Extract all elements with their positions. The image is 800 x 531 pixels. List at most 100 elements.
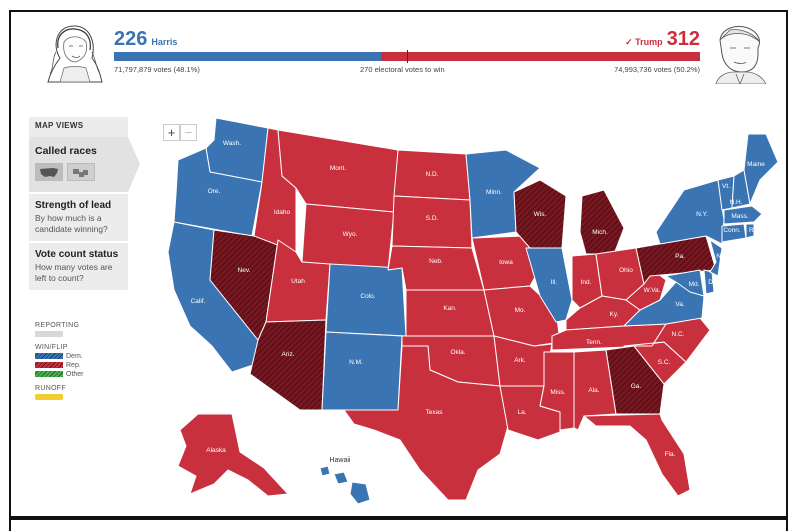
state-label-pa: Pa. [675,253,685,260]
reporting-swatch [35,331,63,338]
state-label-colo: Colo. [360,293,375,300]
state-label-texas: Texas [426,409,444,416]
map-legend: REPORTING WIN/FLIP Dem. Rep. Other RUNOF… [35,322,84,401]
vote-count-status-title: Vote count status [35,249,119,260]
state-label-ore: Ore. [208,188,221,195]
trump-summary: ✓ Trump 312 [625,28,700,51]
state-label-alaska: Alaska [206,447,226,454]
trump-name: ✓ Trump [625,37,663,47]
rep-swatch [35,362,63,369]
harris-portrait-icon [47,25,103,83]
vote-count-status-option[interactable]: Vote count status How many votes are lef… [29,243,128,290]
state-label-md: Md. [689,281,700,288]
state-label-ala: Ala. [588,387,599,394]
legend-rep-label: Rep. [66,362,81,369]
votes-to-win-label: 270 electoral votes to win [360,65,445,74]
state-label-wis: Wis. [534,211,547,218]
state-label-fla: Fla. [665,451,676,458]
trump-popular-votes: 74,993,736 votes (50.2%) [614,65,700,74]
state-label-ill: Ill. [551,279,558,286]
harris-name: Harris [151,37,178,47]
trump-electoral-votes: 312 [666,28,700,50]
state-label-la: La. [517,409,526,416]
zoom-in-button[interactable]: + [163,124,180,141]
other-swatch [35,371,63,378]
harris-electoral-votes: 226 [114,28,148,50]
strength-of-lead-option[interactable]: Strength of lead By how much is a candid… [29,194,128,241]
state-new-mexico[interactable] [321,331,403,411]
win-threshold-marker [407,50,408,63]
legend-runoff-title: RUNOFF [35,385,66,392]
state-florida[interactable] [583,413,691,497]
state-label-conn: Conn. [723,227,741,234]
state-texas[interactable] [343,345,509,501]
legend-other-label: Other [66,371,84,378]
state-virginia[interactable] [623,281,705,327]
dem-bar-segment [114,52,382,61]
state-kansas[interactable] [405,289,495,337]
zoom-controls: + − [163,124,197,141]
state-south-dakota[interactable] [391,195,473,249]
state-label-mass: Mass. [731,213,749,220]
state-new-jersey[interactable] [709,239,723,277]
harris-summary: 226 Harris [114,28,177,51]
state-label-ga: Ga. [631,383,642,390]
state-massachusetts[interactable] [723,205,763,225]
state-rhode-island[interactable] [745,223,755,239]
state-label-ny: N.Y. [696,211,708,218]
state-label-ri: R.I. [749,227,759,234]
called-races-option[interactable]: Called races [29,137,140,192]
state-label-mont: Mont. [330,165,346,172]
rep-bar-segment [381,52,700,61]
state-georgia[interactable] [605,345,665,415]
state-label-nd: N.D. [426,171,439,178]
vote-count-status-subtitle: How many votes are left to count? [35,262,113,283]
state-label-minn: Minn. [486,189,502,196]
map-views-title: MAP VIEWS [29,117,128,137]
state-label-ky: Ky. [610,311,619,318]
legend-reporting-title: REPORTING [35,322,80,329]
state-new-york[interactable] [655,179,725,245]
state-colorado[interactable] [325,263,407,337]
dem-swatch [35,353,63,360]
state-label-ohio: Ohio [619,267,633,274]
state-washington[interactable] [205,117,269,183]
state-arizona[interactable] [249,319,327,411]
state-label-ind: Ind. [581,279,592,286]
state-hawaii-island-3[interactable] [349,481,371,505]
state-label-nev: Nev. [238,267,251,274]
state-label-wva: W.Va. [644,287,661,294]
state-maryland[interactable] [665,269,705,297]
state-label-utah: Utah [291,278,305,285]
runoff-swatch [35,394,63,401]
state-label-nj: N.J. [716,253,728,260]
state-alaska[interactable] [177,413,289,497]
state-label-iowa: Iowa [499,259,513,266]
state-label-okla: Okla. [450,349,465,356]
state-label-idaho: Idaho [274,209,291,216]
hawaii-label: Hawaii [329,457,350,464]
state-label-miss: Miss. [550,389,565,396]
state-label-nh: N.H. [730,199,743,206]
selected-arrow [128,137,140,192]
state-maine[interactable] [743,133,779,205]
state-label-sd: S.D. [426,215,439,222]
us-map-toggle-icon[interactable] [35,163,63,181]
state-label-mich: Mich. [592,229,608,236]
state-label-tenn: Tenn. [586,339,602,346]
state-oregon[interactable] [173,147,263,237]
state-north-carolina[interactable] [623,317,711,363]
legend-winflip-title: WIN/FLIP [35,344,68,351]
state-michigan[interactable] [579,189,625,255]
zoom-out-button[interactable]: − [180,124,197,141]
state-hawaii-island-2[interactable] [333,471,349,485]
state-label-nm: N.M. [349,359,363,366]
state-delaware[interactable] [703,269,715,295]
electoral-vote-bar [114,50,700,63]
cartogram-toggle-icon[interactable] [67,163,95,181]
state-hawaii-island-1[interactable] [319,465,331,477]
state-label-wyo: Wyo. [343,231,358,238]
state-label-calif: Calif. [191,298,206,305]
state-label-maine: Maine [747,161,765,168]
